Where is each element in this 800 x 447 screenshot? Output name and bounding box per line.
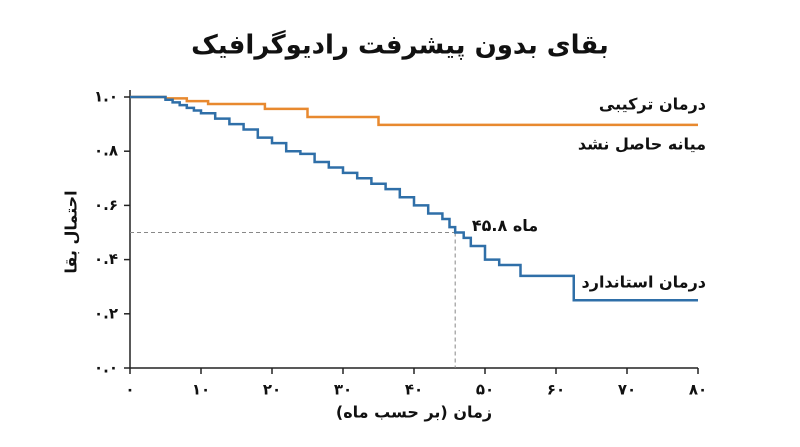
x-tick-label: ۱۰ — [192, 381, 210, 399]
x-tick-label: ۸۰ — [689, 381, 707, 399]
x-tick-label: ۵۰ — [476, 381, 494, 399]
series-label: درمان ترکیبی — [599, 95, 706, 114]
survival-curve — [130, 95, 698, 127]
x-tick-label: ۴۰ — [405, 381, 423, 399]
series-note: میانه حاصل نشد — [578, 135, 706, 154]
x-axis-label: زمان (بر حسب ماه) — [336, 403, 492, 422]
x-tick-label: ۰ — [125, 381, 134, 399]
median-label: ۴۵.۸ ماه — [472, 216, 538, 235]
survival-curve — [130, 95, 698, 302]
y-tick-label: ۰.۴ — [94, 250, 118, 268]
y-tick-label: ۰.۲ — [94, 304, 118, 322]
x-tick-label: ۲۰ — [263, 381, 281, 399]
y-tick-label: ۰.۶ — [94, 196, 118, 214]
y-axis-label: احتمال بقا — [62, 190, 81, 273]
y-tick-label: ۰.۰ — [94, 359, 118, 377]
chart-title: بقای بدون پیشرفت رادیوگرافیک — [191, 30, 609, 61]
series-label: درمان استاندارد — [582, 273, 706, 292]
x-tick-label: ۶۰ — [547, 381, 565, 399]
y-tick-label: ۰.۸ — [94, 142, 118, 160]
y-tick-label: ۱.۰ — [94, 88, 118, 106]
x-tick-label: ۳۰ — [334, 381, 352, 399]
x-tick-label: ۷۰ — [618, 381, 636, 399]
